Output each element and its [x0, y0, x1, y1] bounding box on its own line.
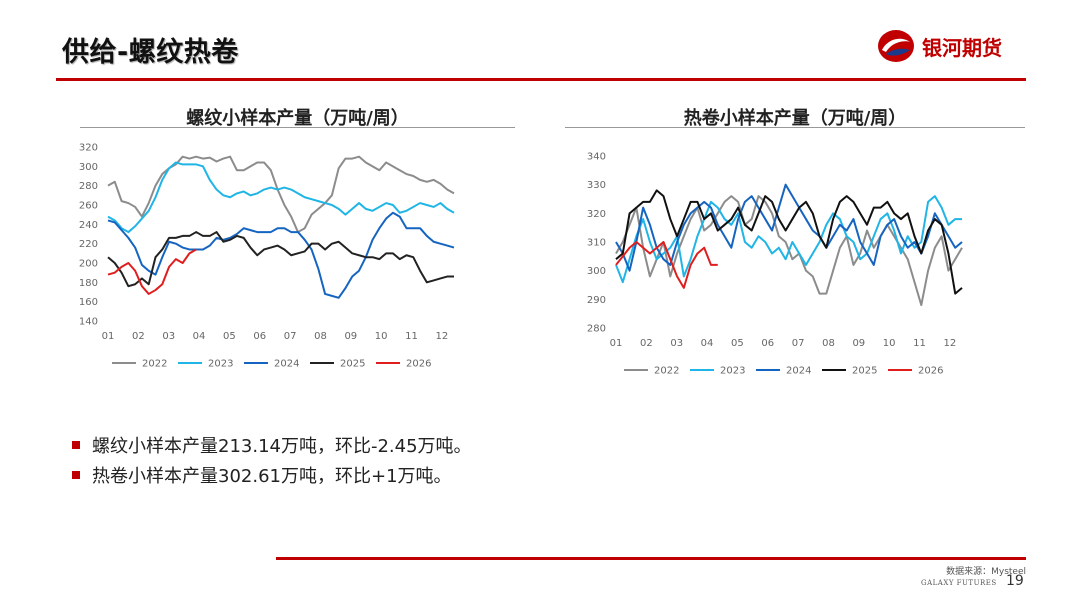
y-tick-label: 320: [79, 143, 98, 154]
x-tick-label: 08: [314, 331, 327, 342]
y-tick-label: 330: [587, 180, 606, 191]
y-tick-label: 180: [79, 278, 98, 289]
x-tick-label: 11: [405, 331, 418, 342]
rebar-output-chart: 140 160 180 200 220 240 260 280 300 320 01 02 03 04 05…: [79, 143, 455, 370]
company-logo: 银河期货: [876, 28, 1036, 64]
x-tick-label: 03: [162, 331, 175, 342]
x-tick-label: 05: [731, 338, 744, 349]
legend-label-2025: 2025: [852, 366, 877, 377]
legend-label-2022: 2022: [142, 359, 167, 370]
y-tick-label: 280: [79, 181, 98, 192]
y-tick-label: 200: [79, 259, 98, 270]
x-tick-label: 06: [761, 338, 774, 349]
legend-label-2024: 2024: [274, 359, 299, 370]
bullet-square-icon: [72, 441, 80, 449]
x-tick-label: 03: [670, 338, 683, 349]
series-line-2022: [107, 155, 455, 234]
x-tick-label: 07: [284, 331, 297, 342]
legend-label-2026: 2026: [918, 366, 943, 377]
x-tick-label: 09: [852, 338, 865, 349]
y-tick-label: 140: [79, 317, 98, 328]
x-tick-label: 04: [701, 338, 714, 349]
legend-label-2024: 2024: [786, 366, 811, 377]
x-tick-label: 06: [253, 331, 266, 342]
legend-label-2025: 2025: [340, 359, 365, 370]
y-tick-label: 280: [587, 324, 606, 335]
series-line-2025: [615, 189, 963, 295]
series-line-2024: [615, 183, 963, 272]
chart-title-divider: [80, 127, 515, 128]
x-tick-label: 09: [344, 331, 357, 342]
y-tick-label: 240: [79, 220, 98, 231]
x-tick-label: 11: [913, 338, 926, 349]
y-tick-label: 300: [587, 266, 606, 277]
y-tick-label: 260: [79, 201, 98, 212]
summary-bullets: 螺纹小样本产量213.14万吨，环比-2.45万吨。 热卷小样本产量302.61…: [72, 430, 472, 490]
x-tick-label: 02: [640, 338, 653, 349]
series-line-2023: [615, 195, 962, 284]
y-tick-label: 290: [587, 295, 606, 306]
page-title: 供给-螺纹热卷: [62, 37, 239, 68]
y-tick-label: 320: [587, 209, 606, 220]
x-tick-label: 07: [792, 338, 805, 349]
bullet-item: 螺纹小样本产量213.14万吨，环比-2.45万吨。: [72, 430, 472, 460]
x-tick-label: 12: [435, 331, 448, 342]
footer-divider: [276, 557, 1026, 560]
galaxy-logo-icon: [878, 30, 914, 62]
y-tick-label: 300: [79, 162, 98, 173]
chart-title-hrc: 热卷小样本产量（万吨/周）: [683, 108, 907, 129]
y-tick-label: 220: [79, 239, 98, 250]
y-tick-label: 160: [79, 297, 98, 308]
page-number: 19: [1006, 573, 1024, 589]
legend-label-2026: 2026: [406, 359, 431, 370]
x-tick-label: 05: [223, 331, 236, 342]
series-line-2025: [107, 231, 454, 288]
y-tick-label: 340: [587, 152, 606, 163]
x-tick-label: 04: [193, 331, 206, 342]
x-tick-label: 12: [943, 338, 956, 349]
x-tick-label: 10: [375, 331, 388, 342]
series-line-2026: [107, 248, 197, 295]
data-source: 数据来源：Mysteel: [946, 567, 1026, 577]
hrc-output-chart: 280 290 300 310 320 330 340 01 02 03 04 05 06 07 08 09 1…: [587, 152, 963, 377]
y-tick-label: 310: [587, 238, 606, 249]
x-tick-label: 02: [132, 331, 145, 342]
series-line-2023: [107, 161, 455, 234]
title-divider: [56, 78, 1026, 81]
footer-brand: GALAXY FUTURES: [921, 579, 997, 587]
series-line-2026: [615, 241, 718, 289]
legend-label-2022: 2022: [654, 366, 679, 377]
bullet-square-icon: [72, 471, 80, 479]
bullet-item: 热卷小样本产量302.61万吨，环比+1万吨。: [72, 460, 472, 490]
x-tick-label: 10: [883, 338, 896, 349]
legend-label-2023: 2023: [720, 366, 745, 377]
x-tick-label: 08: [822, 338, 835, 349]
chart-title-rebar: 螺纹小样本产量（万吨/周）: [186, 108, 409, 129]
series-line-2024: [107, 211, 455, 299]
logo-text: 银河期货: [922, 36, 1002, 60]
chart-title-divider: [565, 127, 1025, 128]
x-tick-label: 01: [102, 331, 115, 342]
legend-label-2023: 2023: [208, 359, 233, 370]
x-tick-label: 01: [610, 338, 623, 349]
